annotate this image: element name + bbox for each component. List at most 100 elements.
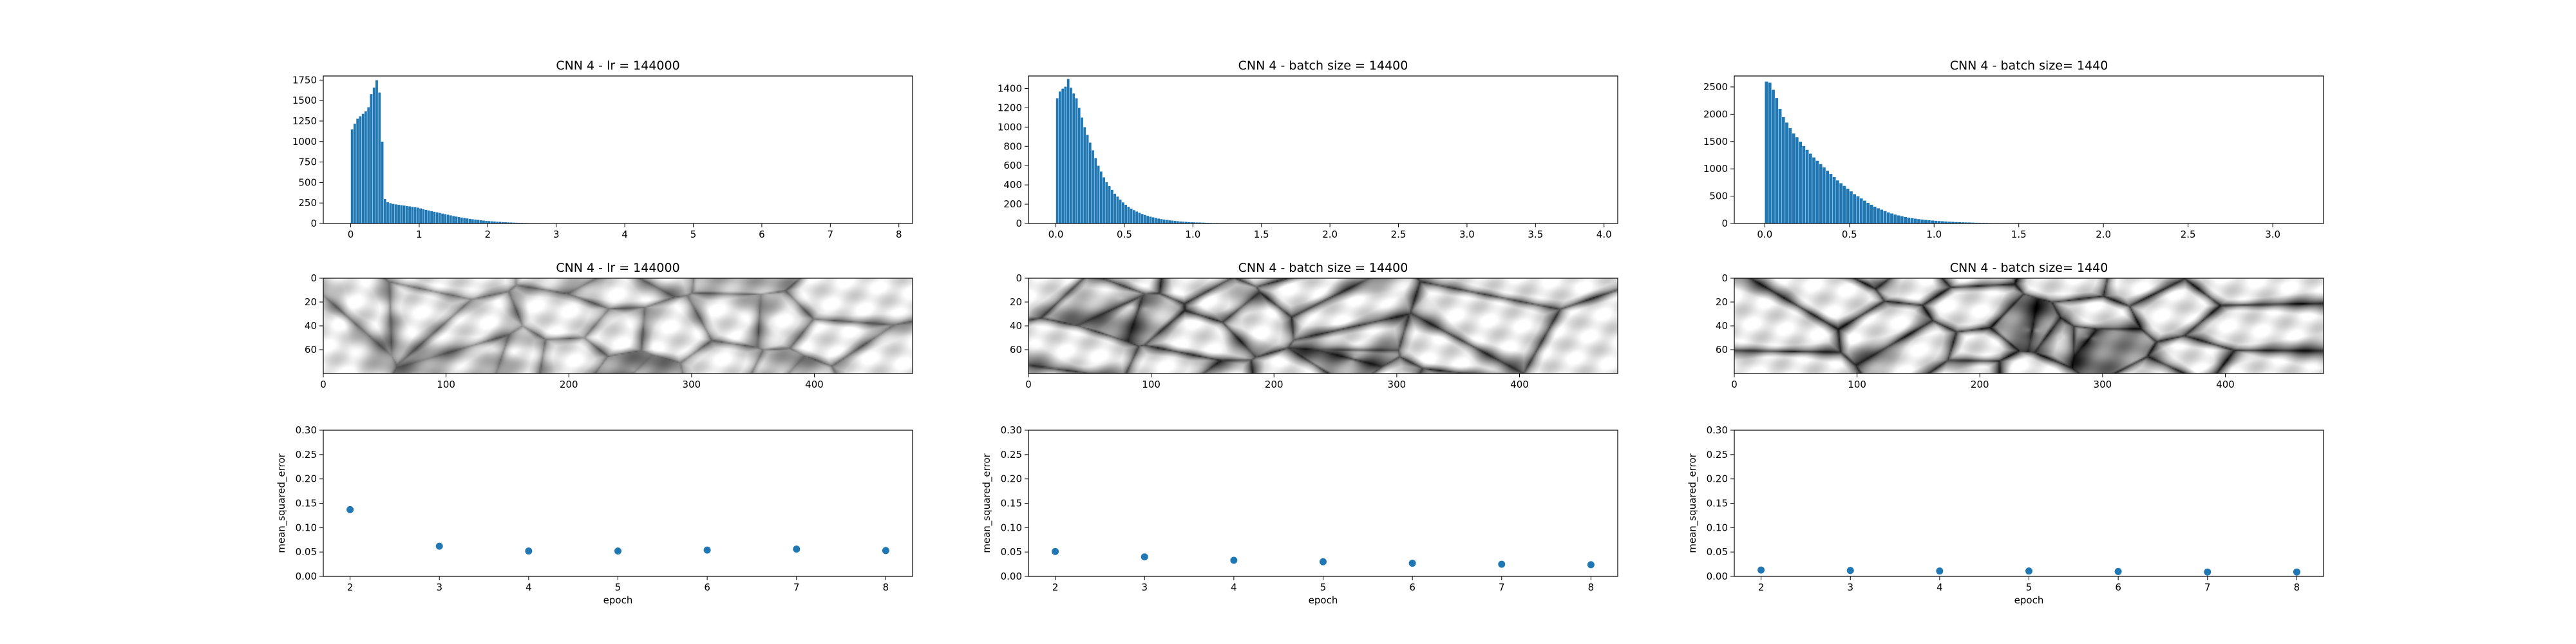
histogram-bar: [1876, 208, 1880, 224]
histogram-bar: [484, 220, 488, 224]
x-tick-label: 6: [2115, 582, 2121, 593]
histogram-bar: [1910, 218, 1914, 224]
histogram-bar: [433, 211, 436, 224]
scatter-point: [2293, 568, 2300, 576]
histogram-bar: [1856, 196, 1860, 224]
histogram-bar: [388, 202, 392, 224]
histogram-bar: [1108, 185, 1111, 224]
y-tick-label: 0.25: [296, 449, 317, 460]
histogram-bar: [402, 205, 406, 224]
histogram-bar: [1094, 158, 1097, 224]
y-tick-label: 0.00: [1001, 571, 1022, 582]
scatter-point: [2204, 568, 2211, 576]
histogram-bar: [1162, 219, 1166, 224]
histogram-bar: [364, 111, 368, 224]
y-tick-label: 0.25: [1707, 449, 1728, 460]
x-tick-label: 3.5: [1528, 229, 1543, 240]
histogram-bar: [1104, 182, 1108, 224]
histogram-bar: [1788, 128, 1792, 224]
histogram-bar: [1792, 133, 1795, 224]
histogram-bar: [375, 80, 379, 224]
y-tick-label: 60: [1010, 344, 1022, 355]
x-tick-label: 4.0: [1596, 229, 1612, 240]
histogram-bar: [1801, 146, 1806, 224]
x-tick-label: 5: [2026, 582, 2032, 593]
y-tick-label: 500: [1709, 191, 1728, 202]
histogram-panel: 0 1 2 3 4 5 6 7 8 0 250 500 750 1000 1250 1500 1750 CNN 4…: [292, 59, 913, 240]
x-tick-label: 6: [704, 582, 710, 593]
histogram-bar: [1825, 170, 1830, 224]
histogram-bar: [413, 207, 417, 224]
y-tick-label: 1500: [1703, 136, 1728, 147]
x-tick-label: 200: [560, 379, 578, 390]
y-tick-label: 2500: [1703, 81, 1728, 93]
image-panel: 0 100 200 300 400 0 20 40 60 CNN 4 - batch size =…: [1010, 261, 1618, 390]
histogram-bar: [427, 210, 431, 224]
axes-frame: [1028, 430, 1618, 577]
y-tick-label: 0.10: [1707, 522, 1728, 533]
y-tick-label: 500: [298, 176, 317, 188]
x-tick-label: 1: [416, 229, 422, 240]
panel-title: CNN 4 - batch size = 14400: [1238, 261, 1408, 275]
histogram-bar: [1061, 88, 1065, 224]
histogram-bar: [1897, 215, 1900, 224]
y-tick-label: 0: [1721, 272, 1728, 284]
x-tick-label: 2: [485, 229, 491, 240]
x-tick-label: 100: [437, 379, 455, 390]
panel-title: CNN 4 - lr = 144000: [556, 261, 679, 275]
y-tick-label: 40: [305, 320, 317, 332]
histogram-bar: [449, 215, 453, 224]
x-tick-label: 3: [1141, 582, 1148, 593]
grayscale-image: [1028, 278, 1618, 374]
x-tick-label: 3.0: [2265, 229, 2280, 240]
histogram-bar: [410, 206, 414, 224]
histogram-bar: [482, 220, 486, 224]
histogram-bar: [1127, 206, 1130, 224]
scatter-point: [525, 547, 533, 555]
y-tick-label: 1000: [998, 121, 1022, 133]
y-axis-label: mean_squared_error: [1687, 453, 1699, 553]
x-tick-label: 0: [348, 229, 354, 240]
y-tick-label: 0.30: [296, 424, 317, 436]
histogram-bar: [1088, 142, 1092, 224]
scatter-point: [882, 547, 889, 554]
histogram-bar: [468, 218, 472, 224]
x-tick-label: 1.5: [1254, 229, 1269, 240]
scatter-point: [1498, 560, 1506, 568]
histogram-bar: [1930, 220, 1935, 224]
panel-title: CNN 4 - batch size = 14400: [1238, 59, 1408, 73]
histogram-bar: [1870, 204, 1873, 224]
axes-frame: [1028, 75, 1618, 224]
y-tick-label: 0.20: [1001, 473, 1022, 485]
y-tick-label: 0.00: [296, 571, 317, 582]
x-tick-label: 1.0: [1185, 229, 1200, 240]
x-tick-label: 6: [1409, 582, 1416, 593]
x-tick-label: 7: [793, 582, 800, 593]
x-tick-label: 5: [1320, 582, 1327, 593]
scatter-point: [435, 542, 443, 550]
histogram-bar: [353, 123, 357, 224]
x-tick-label: 1.5: [2011, 229, 2027, 240]
histogram-bar: [1835, 180, 1840, 224]
histogram-bar: [1842, 185, 1846, 224]
scatter-point: [1757, 566, 1765, 574]
histogram-bar: [1058, 91, 1062, 224]
histogram-bar: [1143, 214, 1147, 224]
y-tick-label: 1400: [998, 82, 1022, 94]
histogram-bar: [370, 93, 373, 224]
histogram-bar: [1056, 98, 1059, 224]
x-tick-label: 3: [436, 582, 442, 593]
histogram-bar: [1135, 211, 1139, 224]
histogram-bar: [457, 216, 460, 224]
y-tick-label: 0.15: [296, 498, 317, 509]
histogram-bar: [1785, 122, 1789, 224]
y-tick-label: 0.15: [1001, 498, 1022, 509]
axes-frame: [1734, 430, 2324, 577]
x-tick-label: 7: [828, 229, 834, 240]
histogram-bar: [451, 215, 455, 224]
histogram-bar: [408, 206, 412, 224]
histogram-bar: [1091, 150, 1095, 224]
scatter-point: [703, 546, 711, 554]
histogram-bar: [1154, 218, 1158, 224]
